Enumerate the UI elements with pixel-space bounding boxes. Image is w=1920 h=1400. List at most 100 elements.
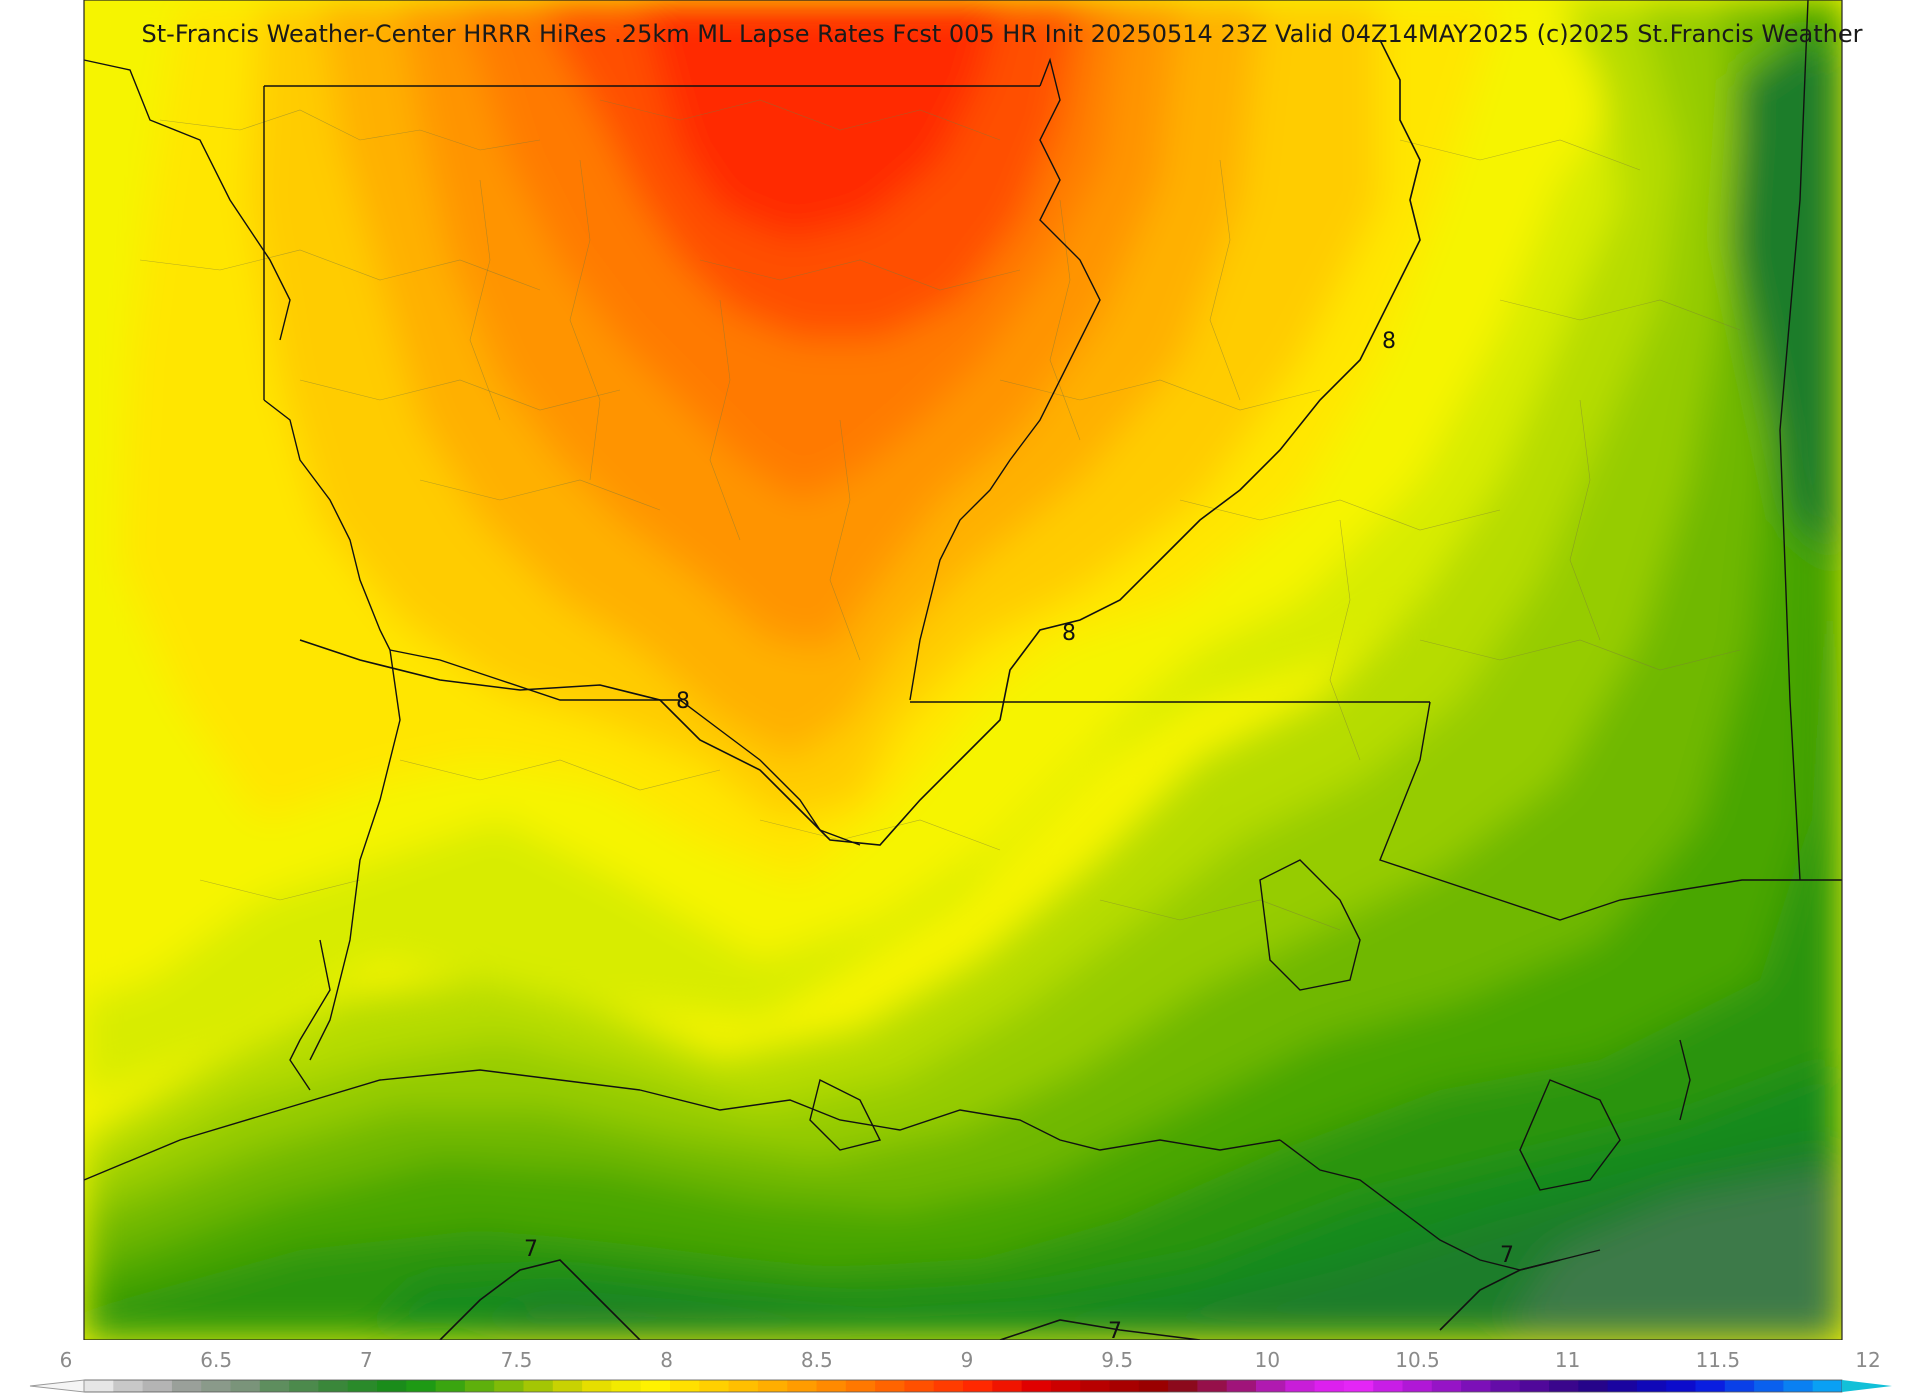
contour-label: 8 (1382, 329, 1396, 354)
contour-label: 7 (1500, 1243, 1514, 1268)
colorbar-swatch (1080, 1380, 1110, 1392)
colorbar-swatch (845, 1380, 876, 1392)
colorbar-swatch (1578, 1380, 1609, 1392)
colorbar-swatch (1256, 1380, 1286, 1392)
band-forest-east (1730, 40, 1842, 560)
colorbar-tick-label: 8 (660, 1348, 674, 1372)
colorbar-swatch (1431, 1380, 1462, 1392)
colorbar-swatch (1343, 1380, 1374, 1392)
colorbar-swatches (83, 1379, 1843, 1393)
contour-label: 8 (676, 689, 690, 714)
colorbar-tick-label: 6 (59, 1348, 73, 1372)
colorbar-swatch (1285, 1380, 1316, 1392)
colorbar-tick-label: 8.5 (800, 1348, 833, 1372)
contour-7-line-east (1439, 1259, 1561, 1331)
colorbar (29, 1379, 1892, 1393)
colorbar-swatch (1021, 1380, 1052, 1392)
colorbar-swatch (787, 1380, 817, 1392)
colorbar-swatch (933, 1380, 964, 1392)
colorbar-swatch (1226, 1380, 1257, 1392)
colorbar-swatch (171, 1380, 202, 1392)
colorbar-tick-label: 7 (359, 1348, 373, 1372)
colorbar-tick-label: 6.5 (200, 1348, 233, 1372)
lapse-rate-map: 8 8 8 7 7 7 (83, 0, 1843, 1340)
contour-label: 8 (1062, 621, 1076, 646)
colorbar-swatch (1138, 1380, 1169, 1392)
colorbar-tick-label: 9.5 (1101, 1348, 1134, 1372)
colorbar-swatch (494, 1380, 524, 1392)
colorbar-swatch (113, 1380, 144, 1392)
colorbar-swatch (523, 1380, 554, 1392)
colorbar-swatch (1666, 1380, 1696, 1392)
colorbar-swatch (201, 1380, 231, 1392)
colorbar-swatch (289, 1380, 319, 1392)
state-borders (83, 0, 1842, 1271)
colorbar-swatch (1168, 1380, 1198, 1392)
colorbar-swatch (347, 1380, 378, 1392)
colorbar-swatch (1402, 1380, 1433, 1392)
colorbar-swatch (1314, 1380, 1345, 1392)
colorbar-tick-label: 10 (1254, 1348, 1281, 1372)
contour-7-line-central (999, 1319, 1201, 1340)
lapse-rate-bands (84, 0, 1842, 1340)
colorbar-swatch (1695, 1380, 1726, 1392)
contour-labels: 8 8 8 7 7 7 (524, 329, 1514, 1340)
colorbar-swatch (1636, 1380, 1667, 1392)
colorbar-swatch (1050, 1380, 1081, 1392)
colorbar-swatch (1490, 1380, 1521, 1392)
contour-label: 7 (1108, 1319, 1122, 1340)
colorbar-swatch (552, 1380, 583, 1392)
map-frame (83, 0, 1843, 1340)
band-forest (460, 1140, 1842, 1340)
colorbar-swatch (1197, 1380, 1228, 1392)
colorbar-swatch (142, 1380, 173, 1392)
colorbar-swatch (640, 1380, 671, 1392)
colorbar-swatch (670, 1380, 700, 1392)
colorbar-swatch (728, 1380, 759, 1392)
contour-8-line (299, 39, 1421, 846)
contour-label: 7 (524, 1237, 538, 1262)
colorbar-swatch (464, 1380, 495, 1392)
colorbar-swatch (406, 1380, 437, 1392)
colorbar-swatch (1724, 1380, 1755, 1392)
colorbar-tick-label: 11 (1554, 1348, 1581, 1372)
colorbar-swatch (1783, 1380, 1814, 1392)
colorbar-tick-label: 11.5 (1695, 1348, 1741, 1372)
colorbar-swatch (318, 1380, 349, 1392)
contour-lines (299, 39, 1561, 1340)
colorbar-tick-label: 9 (960, 1348, 974, 1372)
colorbar-swatch (1549, 1380, 1579, 1392)
colorbar-tick-label: 10.5 (1395, 1348, 1440, 1372)
band-red (640, 0, 1000, 240)
colorbar-swatch (582, 1380, 612, 1392)
map-title: St-Francis Weather-Center HRRR HiRes .25… (141, 20, 1863, 48)
colorbar-swatch (875, 1380, 905, 1392)
colorbar-swatch (904, 1380, 935, 1392)
colorbar-swatch (84, 1380, 114, 1392)
colorbar-swatch (435, 1380, 466, 1392)
colorbar-swatch (992, 1380, 1023, 1392)
colorbar-swatch (230, 1380, 261, 1392)
contour-7-line-west (439, 1259, 641, 1340)
colorbar-swatch (259, 1380, 290, 1392)
colorbar-tick-label: 7.5 (500, 1348, 533, 1372)
colorbar-swatch (1754, 1380, 1784, 1392)
colorbar-swatch (963, 1380, 993, 1392)
colorbar-swatch (757, 1380, 788, 1392)
colorbar-over-arrow (1842, 1380, 1892, 1392)
colorbar-swatch (611, 1380, 642, 1392)
colorbar-swatch (1109, 1380, 1140, 1392)
color-fill-layer (84, 0, 1842, 1340)
colorbar-swatch (699, 1380, 730, 1392)
colorbar-swatch (1607, 1380, 1638, 1392)
colorbar-swatch (377, 1380, 407, 1392)
colorbar-under-arrow (29, 1379, 85, 1393)
band-slate-green (1500, 1170, 1842, 1340)
colorbar-swatch (1373, 1380, 1403, 1392)
colorbar-swatch (1812, 1380, 1843, 1392)
colorbar-tick-label: 12 (1855, 1348, 1881, 1372)
colorbar-swatch (1519, 1380, 1550, 1392)
colorbar-swatch (1461, 1380, 1491, 1392)
band-green (84, 0, 1842, 1340)
county-borders (139, 99, 1741, 931)
